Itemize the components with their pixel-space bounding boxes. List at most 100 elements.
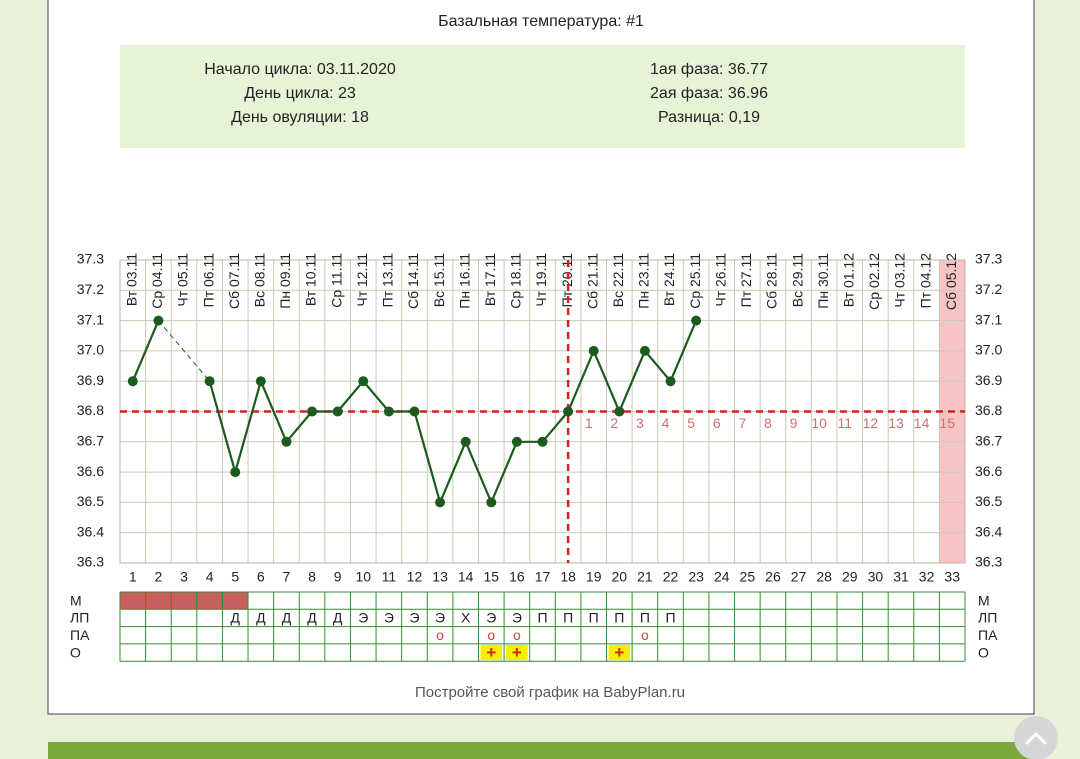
date-label: Вт 10.11 [303, 253, 319, 306]
date-label: Пн 09.11 [277, 253, 293, 309]
x-tick-label: 4 [206, 569, 214, 585]
info-text: Разница: 0,19 [658, 109, 760, 126]
row-label: О [70, 644, 81, 660]
temperature-point [511, 436, 522, 447]
menstruation-cell [120, 592, 146, 610]
x-tick-label: 21 [637, 569, 653, 585]
row-label: ПА [978, 627, 998, 643]
y2-tick-label: 36.8 [975, 402, 1002, 418]
cell-text: П [640, 610, 650, 626]
info-text: 1ая фаза: 36.77 [650, 61, 768, 78]
cell-text: о [487, 627, 495, 643]
x-tick-label: 29 [842, 569, 858, 585]
y-tick-label: 37.1 [77, 311, 104, 327]
phase-day-label: 13 [888, 415, 904, 431]
cell-text: П [614, 610, 624, 626]
x-tick-label: 11 [382, 569, 397, 585]
row-label: О [978, 644, 989, 660]
date-label: Пт 20.11 [559, 253, 575, 308]
cell-text: П [563, 610, 573, 626]
cell-text: Х [461, 610, 471, 626]
row-label: М [70, 592, 82, 608]
x-tick-label: 12 [407, 569, 423, 585]
date-label: Вт 17.11 [482, 253, 498, 306]
date-label: Ср 02.12 [866, 253, 882, 310]
cell-text: П [589, 610, 599, 626]
x-tick-label: 20 [612, 569, 628, 585]
cell-text: + [486, 643, 496, 662]
cell-highlight [506, 644, 528, 661]
date-label: Пт 27.11 [738, 253, 754, 308]
phase-day-label: 8 [764, 415, 772, 431]
cell-text: + [614, 643, 624, 662]
temperature-line [208, 320, 698, 506]
x-tick-label: 28 [816, 569, 832, 585]
x-tick-label: 16 [509, 569, 525, 585]
y-tick-label: 36.4 [77, 523, 104, 539]
phase-day-label: 12 [863, 415, 879, 431]
x-tick-label: 32 [919, 569, 935, 585]
info-text: День цикла: 23 [244, 85, 356, 102]
footer-text: Постройте свой график на BabyPlan.ru [415, 684, 685, 701]
cell-text: Э [384, 610, 394, 626]
date-label: Сб 28.11 [764, 253, 780, 309]
y-tick-label: 37.0 [77, 342, 104, 358]
y-tick-label: 36.7 [77, 433, 104, 449]
y-tick-label: 36.9 [77, 372, 104, 388]
temperature-line [131, 320, 160, 382]
date-label: Сб 21.11 [584, 253, 600, 309]
y2-tick-label: 37.0 [975, 342, 1002, 358]
cell-text: Э [409, 610, 419, 626]
menstruation-cell [196, 592, 223, 610]
date-label: Сб 14.11 [405, 253, 421, 309]
temperature-point [435, 497, 446, 508]
phase-day-label: 6 [713, 415, 721, 431]
cell-text: Д [230, 610, 240, 626]
y2-tick-label: 36.9 [975, 372, 1002, 388]
phase-day-label: 11 [837, 415, 852, 431]
chart-title: Базальная температура: #1 [438, 13, 644, 30]
x-tick-label: 25 [740, 569, 756, 585]
temperature-point [409, 406, 420, 417]
temperature-point [383, 406, 394, 417]
phase-day-label: 5 [687, 415, 695, 431]
temperature-point [639, 345, 650, 356]
y-tick-label: 36.6 [77, 463, 104, 479]
date-label: Сб 07.11 [226, 253, 242, 309]
temperature-point [460, 436, 471, 447]
cell-text: П [537, 610, 547, 626]
temperature-point [127, 376, 138, 387]
temperature-point [358, 376, 369, 387]
x-tick-label: 3 [180, 569, 188, 585]
date-label: Ср 18.11 [508, 253, 524, 309]
temperature-point [486, 497, 497, 508]
phase-day-label: 15 [939, 415, 955, 431]
y2-tick-label: 36.7 [975, 433, 1002, 449]
menstruation-cell [145, 592, 172, 610]
cell-text: Э [435, 610, 445, 626]
x-tick-label: 24 [714, 569, 730, 585]
x-tick-label: 30 [868, 569, 884, 585]
date-label: Вт 03.11 [124, 253, 140, 306]
x-tick-label: 2 [155, 569, 163, 585]
date-label: Сб 05.12 [943, 253, 959, 310]
cell-text: Э [486, 610, 496, 626]
temperature-point [665, 376, 676, 387]
y2-tick-label: 36.4 [975, 523, 1002, 539]
x-tick-label: 14 [458, 569, 474, 585]
plot: 37.3 37.3 37.2 37.2 37.1 37.1 37.0 37.0 36.9 36.9… [70, 251, 1002, 662]
y-tick-label: 36.3 [77, 554, 104, 570]
date-label: Пт 13.11 [380, 253, 396, 308]
x-tick-label: 8 [308, 569, 316, 585]
date-label: Пн 30.11 [815, 253, 831, 309]
row-label: М [978, 592, 990, 608]
y2-tick-label: 37.1 [975, 311, 1002, 327]
info-text: 2ая фаза: 36.96 [650, 85, 768, 102]
date-label: Пн 16.11 [456, 253, 472, 309]
row-label: ПА [70, 627, 90, 643]
x-tick-label: 23 [688, 569, 704, 585]
scroll-top-button[interactable] [1014, 716, 1058, 759]
date-label: Вс 29.11 [789, 253, 805, 307]
cell-text: Д [307, 610, 317, 626]
temperature-point [281, 436, 292, 447]
